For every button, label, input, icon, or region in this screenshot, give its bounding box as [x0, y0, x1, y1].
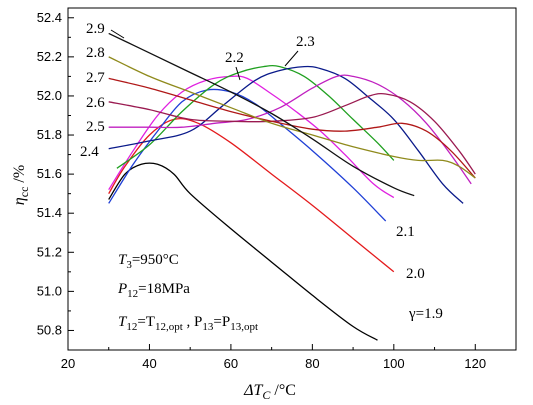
series-line: [108, 32, 415, 197]
series-label: 2.8: [86, 45, 105, 61]
x-tick-label: 100: [383, 356, 405, 371]
series-label: 2.5: [86, 119, 105, 135]
series-line: [108, 65, 464, 204]
y-tick-label: 50.8: [37, 322, 62, 337]
series-line: [108, 162, 378, 341]
y-tick-label: 52.2: [37, 49, 62, 64]
series-line: [116, 65, 395, 169]
series-label-layer: 2.9 2.8 2.7 2.6 2.5 2.4 2.2 2.3 2.1 2.0 γ=1.9: [80, 21, 443, 322]
label-leader-2-2: [235, 66, 241, 81]
annotation-optimal-conditions: T12=T12,opt , P13=P13,opt: [118, 314, 258, 333]
x-tick-label: 60: [224, 356, 238, 371]
series-line: [108, 92, 476, 175]
x-tick-label: 80: [305, 356, 319, 371]
series-line: [108, 74, 472, 185]
series-label: 2.6: [86, 95, 105, 111]
axis-layer: 20 40 60 80 100 120 50.8 51.0 51.2 51.4 51.6 51.8 52…: [37, 10, 486, 371]
x-tick-label: 120: [464, 356, 486, 371]
label-leader-2-3: [284, 50, 299, 67]
series-line: [108, 77, 476, 179]
plot-frame: [67, 7, 517, 351]
y-tick-label: 51.8: [37, 127, 62, 142]
series-layer: [108, 32, 476, 341]
y-axis-title: ηcc /%: [11, 165, 31, 205]
series-label: 2.4: [80, 144, 99, 160]
annotation-p12: P12=18MPa: [117, 281, 190, 300]
series-label: 2.3: [296, 34, 315, 50]
label-leader-2-9: [110, 29, 125, 39]
series-line: [108, 117, 395, 273]
y-tick-label: 51.2: [37, 244, 62, 259]
y-tick-label: 52.4: [37, 10, 62, 25]
y-tick-label: 51.6: [37, 166, 62, 181]
y-tick-label: 51.4: [37, 205, 62, 220]
y-tick-label: 52.0: [37, 88, 62, 103]
x-tick-label: 40: [142, 356, 156, 371]
x-tick-label: 20: [61, 356, 75, 371]
series-label: 2.1: [396, 224, 415, 240]
series-label: 2.7: [86, 70, 105, 86]
annotation-t3: T3=950°C: [118, 252, 179, 271]
series-line: [108, 56, 476, 179]
series-line: [108, 75, 395, 199]
series-label: γ=1.9: [408, 306, 443, 322]
series-label: 2.9: [86, 21, 105, 37]
y-tick-label: 51.0: [37, 283, 62, 298]
x-axis-title: ΔTC /°C: [243, 382, 296, 402]
series-label: 2.2: [225, 50, 244, 66]
series-label: 2.0: [406, 266, 425, 282]
